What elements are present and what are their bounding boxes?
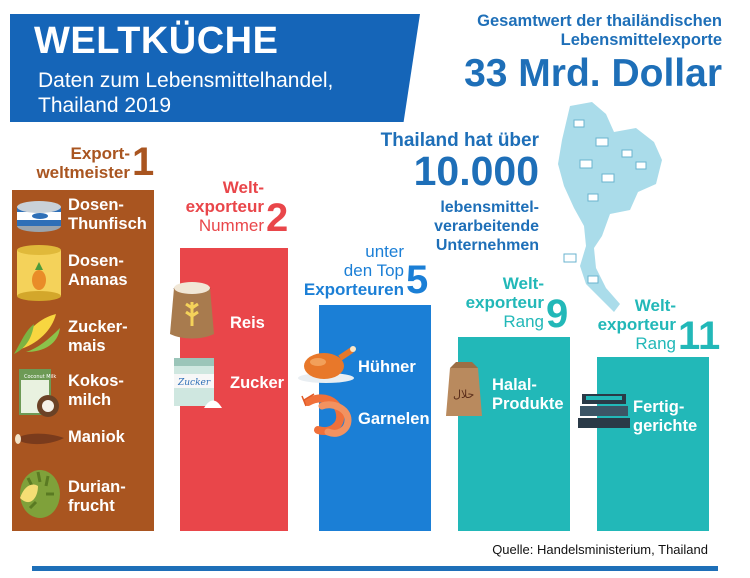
title-banner (10, 14, 420, 122)
halal-bag-text: حلال (453, 388, 474, 401)
rank-4-label-line-1: Welt- (502, 274, 544, 293)
companies-suffix: lebensmittel- verarbeitende Unternehmen (372, 198, 539, 255)
item-halal: Halal- Produkte (492, 376, 564, 413)
coconut-milk-icon: Coconut Milk (19, 369, 59, 417)
rank-3-label: unter den Top Exporteuren (296, 242, 404, 299)
roast-chicken-icon (298, 346, 356, 383)
item-corn: Zucker- mais (68, 318, 128, 355)
companies-suffix-line-3: Unternehmen (435, 237, 539, 254)
shrimp-icon (301, 393, 352, 437)
rank-3-label-line-1: unter (365, 242, 404, 261)
rank-3-label-line-3: Exporteuren (303, 280, 404, 299)
rice-sack-icon (170, 282, 214, 339)
sugar-jar-text: Zucker (177, 378, 211, 388)
sugar-jar-icon: Zucker (174, 358, 222, 408)
item-shrimp: Garnelen (358, 410, 430, 428)
companies-suffix-line-1: lebensmittel- (440, 199, 539, 216)
item-chicken: Hühner (358, 358, 416, 376)
rank-2-label: Welt- exporteur Nummer (160, 178, 264, 235)
subtitle-line-1: Daten zum Lebensmittelhandel, (38, 69, 334, 92)
rank-bar-5 (597, 357, 709, 531)
item-pineapple: Dosen- Ananas (68, 252, 128, 289)
rank-4-number: 9 (546, 292, 569, 336)
page-subtitle: Daten zum Lebensmittelhandel, Thailand 2… (38, 68, 408, 118)
rank-4-label-line-2: exporteur (465, 293, 544, 312)
coconut-milk-text: Coconut Milk (24, 374, 56, 380)
summary-value: 33 Mrd. Dollar (464, 52, 722, 95)
summary-label-line-1: Gesamtwert der thailändischen (477, 12, 722, 30)
rank-5-label: Welt- exporteur Rang (568, 296, 676, 353)
rank-5-number: 11 (678, 314, 721, 358)
thailand-map-icon (558, 102, 662, 312)
rank-2-label-line-3: Nummer (198, 216, 264, 235)
companies-prefix: Thailand hat über (380, 130, 539, 151)
footer-line (32, 566, 718, 571)
cassava-icon (15, 433, 64, 445)
item-cassava: Maniok (68, 428, 125, 446)
page-title: WELTKÜCHE (34, 20, 279, 62)
durian-icon (20, 470, 60, 518)
rank-2-number: 2 (266, 196, 289, 240)
pineapple-can-icon (17, 245, 61, 301)
rank-5-label-line-3: Rang (635, 334, 676, 353)
rank-1-label: Export- weltmeister (12, 144, 130, 182)
item-durian: Durian- frucht (68, 478, 126, 515)
subtitle-line-2: Thailand 2019 (38, 94, 172, 117)
rank-1-number: 1 (132, 140, 155, 184)
rank-4-label: Welt- exporteur Rang (440, 274, 544, 331)
tuna-can-icon (17, 201, 61, 232)
companies-suffix-line-2: verarbeitende (434, 218, 539, 235)
rank-3-number: 5 (406, 258, 429, 302)
item-coconut: Kokos- milch (68, 372, 124, 409)
rank-3-label-line-2: den Top (343, 261, 404, 280)
summary-label-line-2: Lebensmittelexporte (560, 31, 722, 49)
item-tuna: Dosen- Thunfisch (68, 196, 147, 233)
item-rice: Reis (230, 314, 265, 332)
source-note: Quelle: Handelsministerium, Thailand (492, 542, 708, 557)
rank-2-label-line-2: exporteur (185, 197, 264, 216)
rank-5-label-line-1: Welt- (634, 296, 676, 315)
item-ready-meals: Fertig- gerichte (633, 398, 698, 435)
summary-label: Gesamtwert der thailändischen Lebensmitt… (430, 12, 722, 50)
rank-1-label-line-2: weltmeister (36, 163, 130, 182)
rank-1-label-line-1: Export- (70, 144, 131, 163)
halal-bag-icon: حلال (446, 362, 482, 416)
rank-5-label-line-2: exporteur (597, 315, 676, 334)
rank-4-label-line-3: Rang (503, 312, 544, 331)
companies-count: 10.000 (413, 148, 539, 194)
rank-2-label-line-1: Welt- (222, 178, 264, 197)
corn-icon (14, 314, 60, 354)
ready-meal-icon (578, 394, 630, 428)
item-sugar: Zucker (230, 374, 285, 392)
